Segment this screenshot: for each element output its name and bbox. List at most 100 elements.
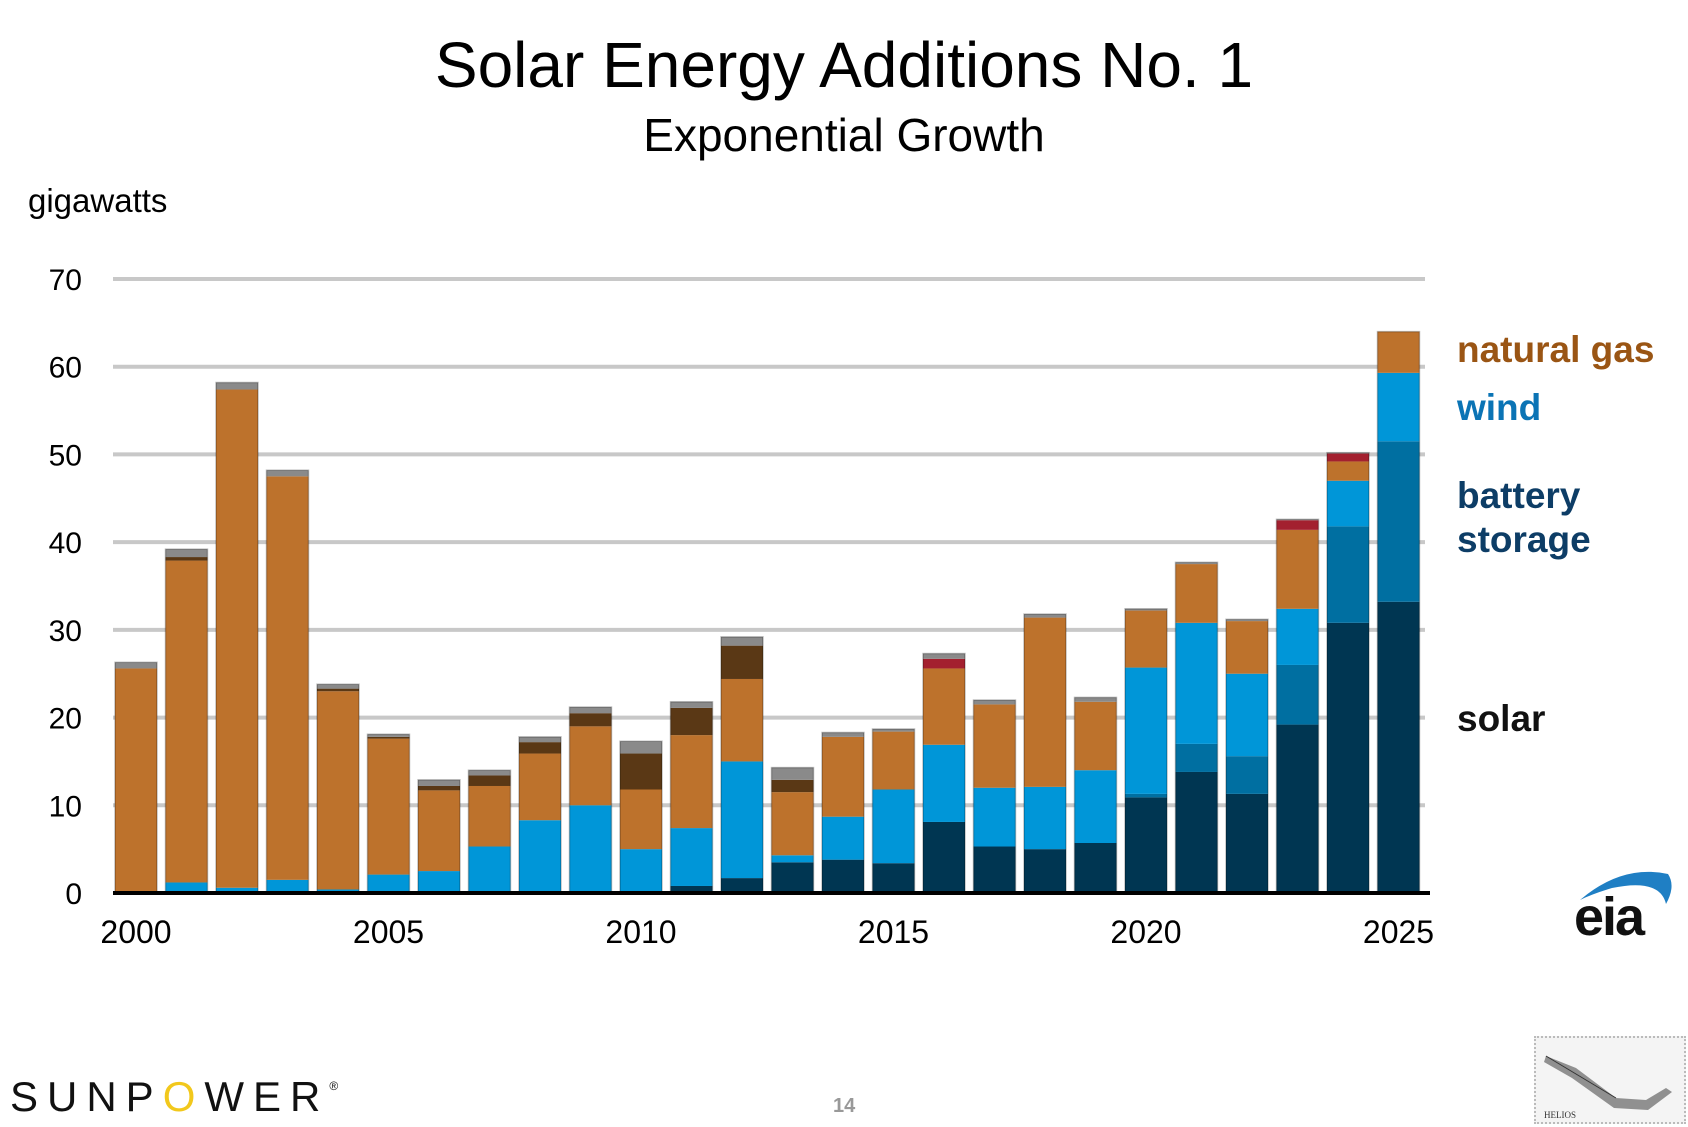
bar-segment-natural-gas-2007 — [468, 785, 511, 847]
bar-segment-wind-2021 — [1175, 622, 1218, 744]
bar-segment-other-2011 — [670, 701, 713, 708]
bar-segment-solar-2025 — [1377, 601, 1420, 893]
stacked-bar-chart: 0 10 20 30 40 50 60 70 2000 2005 2010 2015 2020 2025 — [49, 264, 1434, 950]
bar-segment-natural-gas-2003 — [266, 476, 309, 880]
y-tick-label: 40 — [49, 527, 82, 560]
bar-segment-other-2012 — [721, 636, 763, 646]
bar-segment-natural-gas-2000 — [115, 668, 157, 893]
brand-o: O — [162, 1073, 205, 1120]
bar-segment-wind-2013 — [771, 855, 814, 863]
bar-segment-other-2022 — [1226, 619, 1268, 622]
solar-aircraft-icon — [1544, 1055, 1672, 1110]
bar-segment-other-2015 — [872, 728, 915, 732]
bar-segment-nuclear-2016 — [923, 658, 965, 669]
bar-segment-wind-2001 — [165, 882, 208, 893]
bar-segment-other-2008 — [519, 736, 561, 743]
legend-battery-storage: battery storage — [1457, 474, 1591, 562]
legend-wind-label: wind — [1457, 387, 1542, 428]
bar-segment-battery-storage-2021 — [1175, 743, 1218, 772]
stamp-label: HELIOS — [1544, 1110, 1576, 1120]
x-tick-label: 2025 — [1363, 914, 1434, 950]
bar-segment-wind-2012 — [721, 761, 763, 879]
bar-2018 — [1023, 613, 1067, 894]
y-tick-label: 70 — [49, 264, 82, 297]
bar-segment-other-2014 — [822, 732, 864, 737]
bar-segment-coal-2006 — [418, 785, 460, 791]
x-tick-label: 2000 — [100, 914, 171, 950]
bar-segment-natural-gas-2023 — [1276, 529, 1319, 609]
page-number: 14 — [833, 1095, 856, 1117]
legend-natural-gas: natural gas — [1457, 328, 1654, 372]
bar-segment-coal-2001 — [165, 557, 208, 561]
bar-segment-solar-2015 — [872, 863, 915, 893]
bar-2020 — [1124, 608, 1168, 894]
bar-segment-solar-2017 — [973, 846, 1016, 893]
x-tick-label: 2015 — [858, 914, 929, 950]
brand-mark: ® — [329, 1079, 339, 1093]
bar-segment-natural-gas-2022 — [1226, 621, 1268, 674]
bar-segment-wind-2025 — [1377, 372, 1420, 442]
bar-segment-battery-storage-2023 — [1276, 664, 1319, 725]
bar-2003 — [265, 469, 310, 894]
bar-segment-natural-gas-2020 — [1125, 610, 1167, 668]
y-tick-label: 20 — [49, 703, 82, 736]
bar-segment-solar-2013 — [771, 862, 814, 893]
legend-natural-gas-label: natural gas — [1457, 329, 1655, 370]
bar-2005 — [366, 733, 411, 894]
bar-segment-wind-2022 — [1226, 673, 1268, 757]
bar-segment-other-2010 — [620, 741, 662, 754]
y-tick-label: 0 — [65, 878, 82, 911]
bar-segment-natural-gas-2025 — [1377, 331, 1420, 373]
bar-segment-wind-2006 — [418, 871, 460, 893]
bar-2025 — [1376, 330, 1421, 894]
bar-segment-other-2000 — [115, 662, 157, 669]
bar-segment-natural-gas-2018 — [1024, 617, 1066, 787]
bar-segment-coal-2008 — [519, 742, 561, 754]
legend-battery-storage-label: battery storage — [1457, 475, 1591, 560]
y-tick-label: 60 — [49, 352, 82, 385]
bar-segment-other-2016 — [923, 653, 965, 659]
bar-segment-wind-2010 — [620, 849, 662, 893]
bar-segment-other-2004 — [317, 684, 359, 689]
x-tick-label: 2010 — [605, 914, 676, 950]
bar-segment-wind-2020 — [1125, 667, 1167, 794]
bar-segment-solar-2024 — [1327, 622, 1369, 893]
bar-segment-coal-2010 — [620, 753, 662, 790]
bar-segment-natural-gas-2008 — [519, 753, 561, 821]
bar-segment-other-2013 — [771, 767, 814, 780]
bar-segment-natural-gas-2010 — [620, 789, 662, 850]
y-axis-label: gigawatts — [28, 182, 168, 219]
bar-segment-natural-gas-2015 — [872, 731, 915, 790]
slide-subtitle: Exponential Growth — [643, 109, 1045, 161]
bar-segment-battery-storage-2024 — [1327, 526, 1369, 623]
bar-segment-solar-2012 — [721, 878, 763, 893]
bar-2012 — [720, 636, 764, 894]
bar-segment-wind-2011 — [670, 828, 713, 886]
bar-2024 — [1326, 451, 1370, 894]
bar-2000 — [114, 661, 158, 894]
bar-segment-natural-gas-2016 — [923, 668, 965, 745]
bar-2008 — [518, 736, 562, 894]
eia-swoosh-icon — [1580, 871, 1672, 904]
bar-2022 — [1225, 618, 1269, 894]
bar-2010 — [619, 740, 663, 894]
brand-post: WER — [204, 1073, 330, 1120]
bar-segment-natural-gas-2019 — [1074, 701, 1117, 771]
bar-segment-other-2007 — [468, 770, 511, 776]
bar-segment-wind-2002 — [216, 887, 258, 893]
bar-segment-wind-2003 — [266, 879, 309, 893]
bars — [114, 330, 1421, 894]
bar-segment-wind-2018 — [1024, 786, 1066, 850]
bar-segment-other-2002 — [216, 382, 258, 390]
bar-segment-other-2003 — [266, 470, 309, 477]
bar-2014 — [821, 731, 865, 894]
bar-segment-wind-2005 — [367, 874, 410, 893]
bar-segment-natural-gas-2013 — [771, 792, 814, 856]
bar-segment-other-2018 — [1024, 614, 1066, 618]
bar-segment-wind-2017 — [973, 787, 1016, 847]
bar-segment-solar-2020 — [1125, 797, 1167, 893]
bar-2004 — [316, 683, 360, 894]
bar-2013 — [770, 766, 815, 894]
bar-segment-natural-gas-2002 — [216, 389, 258, 888]
bar-segment-other-2005 — [367, 734, 410, 737]
